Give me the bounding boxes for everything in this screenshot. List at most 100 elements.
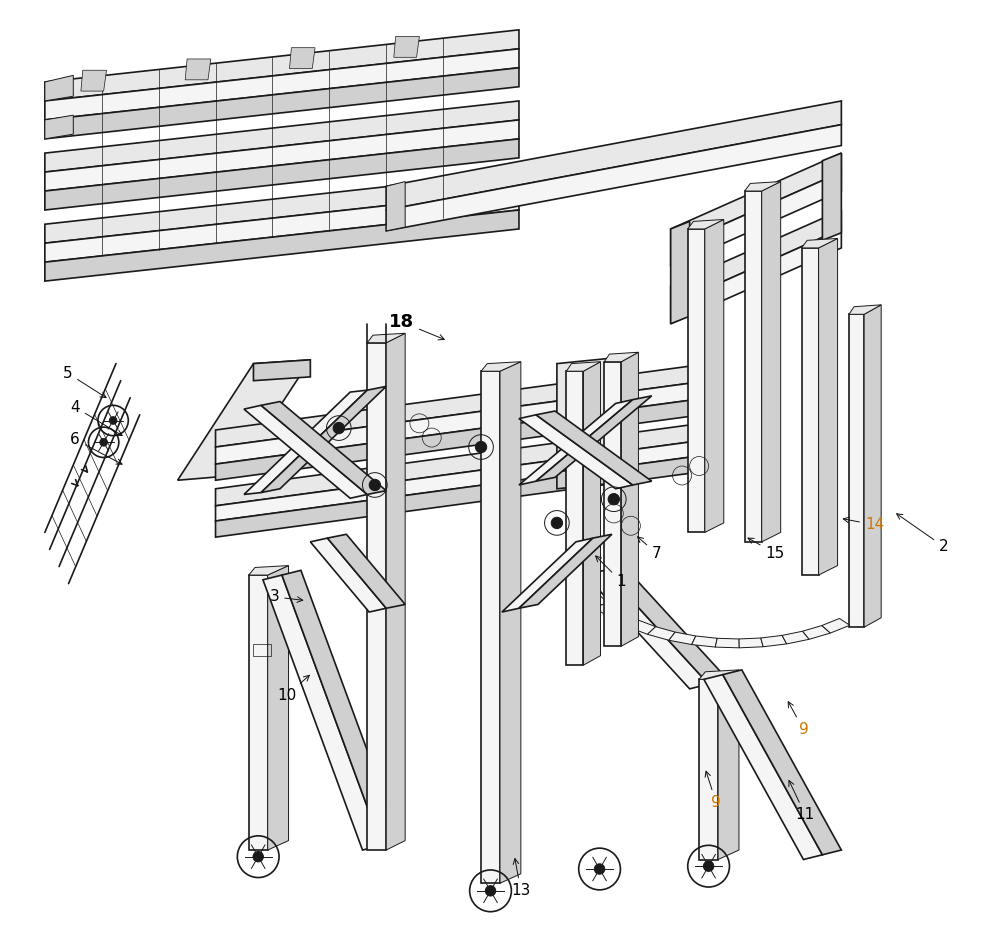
Polygon shape: [849, 305, 881, 314]
Polygon shape: [45, 191, 519, 262]
Circle shape: [551, 517, 563, 529]
Polygon shape: [45, 120, 519, 191]
Polygon shape: [669, 632, 696, 645]
Polygon shape: [367, 333, 405, 342]
Polygon shape: [536, 396, 652, 481]
Polygon shape: [216, 439, 709, 521]
Polygon shape: [249, 575, 268, 850]
Polygon shape: [81, 70, 106, 91]
Polygon shape: [819, 239, 838, 575]
Text: 11: 11: [789, 781, 815, 823]
Polygon shape: [45, 115, 73, 139]
Circle shape: [109, 417, 117, 424]
Text: 15: 15: [748, 538, 785, 561]
Polygon shape: [519, 399, 633, 485]
Text: 9: 9: [705, 771, 721, 810]
Polygon shape: [45, 68, 519, 139]
Polygon shape: [249, 566, 289, 575]
Polygon shape: [566, 361, 601, 371]
Polygon shape: [782, 631, 809, 644]
Text: 9: 9: [788, 702, 808, 737]
Circle shape: [475, 441, 487, 453]
Polygon shape: [671, 172, 841, 267]
Polygon shape: [310, 538, 386, 612]
Text: 1: 1: [596, 556, 626, 590]
Polygon shape: [803, 626, 830, 639]
Polygon shape: [386, 101, 841, 210]
Polygon shape: [761, 635, 787, 647]
Polygon shape: [216, 380, 709, 464]
Polygon shape: [289, 48, 315, 68]
Circle shape: [703, 861, 714, 871]
Polygon shape: [699, 679, 718, 860]
Polygon shape: [802, 248, 819, 575]
Polygon shape: [481, 361, 521, 371]
Polygon shape: [216, 455, 709, 537]
Polygon shape: [604, 361, 621, 646]
Polygon shape: [536, 411, 652, 485]
Polygon shape: [822, 153, 841, 241]
Polygon shape: [739, 638, 763, 648]
Polygon shape: [745, 182, 781, 191]
Polygon shape: [261, 401, 386, 495]
Polygon shape: [519, 415, 633, 489]
Polygon shape: [572, 581, 596, 596]
Text: 14: 14: [843, 517, 884, 533]
Polygon shape: [864, 305, 881, 628]
Polygon shape: [386, 333, 405, 850]
Polygon shape: [45, 49, 519, 120]
Polygon shape: [216, 363, 709, 447]
Polygon shape: [45, 75, 73, 101]
Polygon shape: [582, 592, 608, 608]
Text: 3: 3: [269, 590, 303, 605]
Polygon shape: [715, 638, 739, 648]
Polygon shape: [216, 422, 709, 506]
Polygon shape: [557, 466, 614, 489]
Polygon shape: [253, 359, 310, 380]
Polygon shape: [688, 220, 724, 229]
Circle shape: [485, 885, 496, 896]
Polygon shape: [394, 36, 419, 57]
Polygon shape: [705, 220, 724, 533]
Polygon shape: [45, 210, 519, 281]
Polygon shape: [566, 371, 583, 665]
Polygon shape: [45, 101, 519, 172]
Polygon shape: [595, 603, 622, 618]
Circle shape: [333, 422, 344, 434]
Polygon shape: [45, 139, 519, 210]
Polygon shape: [268, 566, 289, 850]
Polygon shape: [367, 342, 386, 850]
Polygon shape: [583, 361, 601, 665]
Circle shape: [369, 479, 381, 491]
Polygon shape: [762, 182, 781, 542]
Circle shape: [608, 494, 619, 505]
Polygon shape: [688, 229, 705, 533]
Polygon shape: [699, 670, 739, 679]
Polygon shape: [671, 210, 841, 305]
Polygon shape: [557, 358, 614, 472]
Polygon shape: [692, 636, 717, 647]
Polygon shape: [216, 398, 709, 480]
Polygon shape: [849, 314, 864, 628]
Circle shape: [100, 438, 107, 446]
Polygon shape: [263, 575, 381, 850]
Text: 4: 4: [70, 399, 122, 436]
Polygon shape: [802, 239, 838, 248]
Polygon shape: [282, 571, 400, 845]
Polygon shape: [45, 29, 519, 101]
Circle shape: [253, 851, 263, 862]
Polygon shape: [45, 172, 519, 243]
Polygon shape: [481, 371, 500, 883]
Polygon shape: [244, 390, 367, 495]
Polygon shape: [386, 182, 405, 231]
Polygon shape: [502, 538, 593, 612]
Polygon shape: [621, 352, 638, 646]
Polygon shape: [261, 386, 386, 493]
Polygon shape: [386, 125, 841, 231]
Polygon shape: [604, 352, 638, 361]
Polygon shape: [647, 627, 675, 640]
Text: 6: 6: [70, 432, 122, 464]
Polygon shape: [704, 674, 822, 860]
Polygon shape: [519, 534, 612, 609]
Polygon shape: [671, 229, 841, 323]
